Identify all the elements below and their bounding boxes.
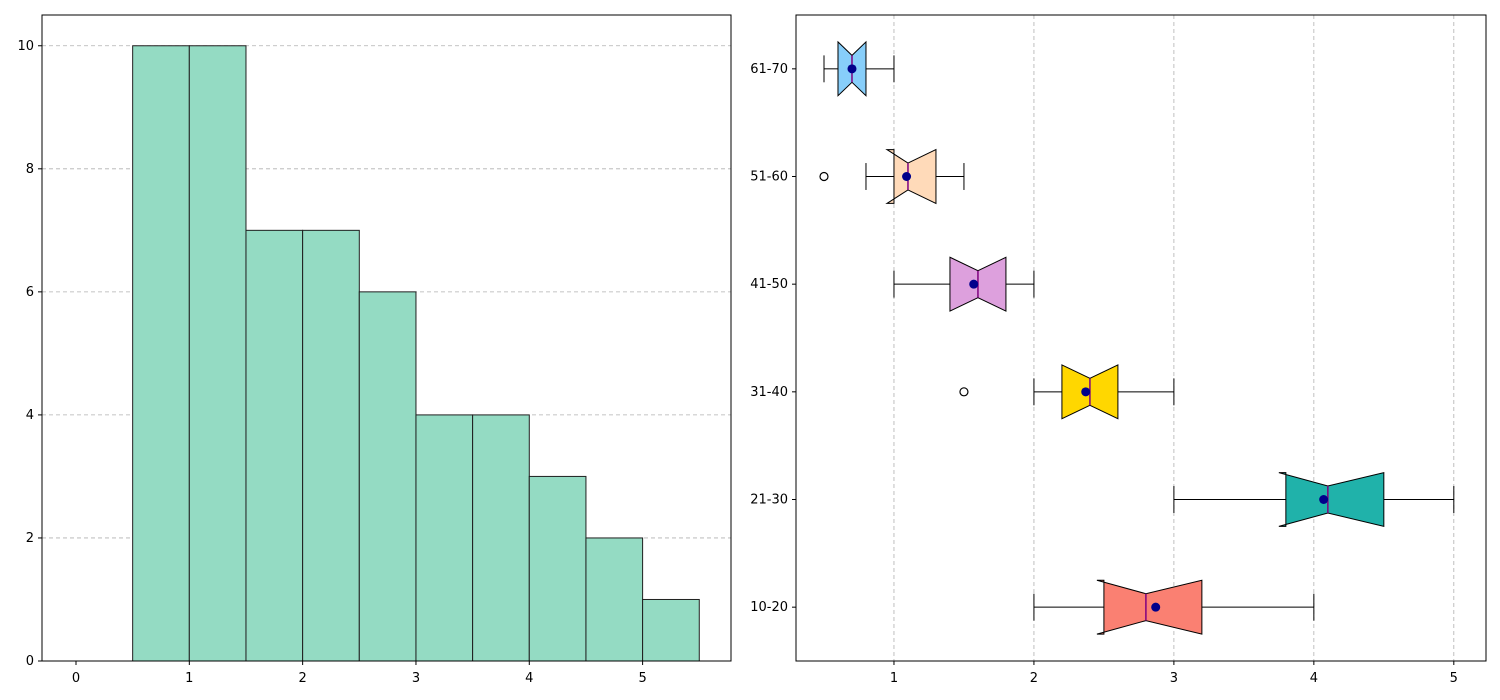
y-tick-label: 0 bbox=[26, 654, 34, 669]
y-tick-label: 51-60 bbox=[750, 170, 788, 185]
box-51-60 bbox=[885, 148, 937, 205]
histogram-chart: 0 2 4 6 8 10 0 1 2 3 4 5 bbox=[17, 14, 732, 686]
y-tick-label: 41-50 bbox=[750, 277, 788, 292]
mean-marker bbox=[902, 172, 912, 181]
box-10-20 bbox=[1096, 579, 1203, 635]
mean-marker bbox=[969, 279, 979, 289]
histogram-bar bbox=[642, 598, 700, 662]
y-tick-label: 10 bbox=[17, 39, 34, 54]
x-tick-label: 5 bbox=[1450, 671, 1458, 686]
histogram-bar bbox=[585, 537, 644, 662]
y-tick-label: 31-40 bbox=[750, 385, 788, 400]
y-tick-label: 2 bbox=[26, 531, 34, 546]
mean-marker bbox=[1081, 387, 1091, 397]
histogram-bar bbox=[132, 45, 190, 662]
y-tick-label: 8 bbox=[26, 162, 34, 177]
y-tick-label: 4 bbox=[26, 408, 34, 423]
histogram-bar bbox=[472, 414, 530, 662]
mean-marker bbox=[1151, 602, 1161, 612]
histogram-axes-frame bbox=[41, 14, 732, 662]
x-tick-label: 0 bbox=[72, 671, 80, 686]
x-tick-label: 3 bbox=[412, 671, 420, 686]
x-tick-label: 3 bbox=[1170, 671, 1178, 686]
histogram-bar bbox=[528, 475, 587, 662]
histogram-bar bbox=[302, 229, 360, 662]
histogram-bar bbox=[415, 414, 474, 662]
x-tick-label: 2 bbox=[1030, 671, 1038, 686]
x-tick-label: 4 bbox=[525, 671, 533, 686]
x-tick-label: 5 bbox=[638, 671, 646, 686]
histogram-bar bbox=[188, 45, 247, 662]
y-tick-label: 6 bbox=[26, 285, 34, 300]
boxplot-chart: 1 2 3 4 5 10-20 21-30 31-40 41-50 51-60 61-70 bbox=[750, 14, 1487, 686]
outlier-point bbox=[819, 171, 829, 182]
boxplot-axes-frame bbox=[795, 14, 1487, 662]
x-tick-label: 4 bbox=[1310, 671, 1318, 686]
y-tick-label: 10-20 bbox=[750, 600, 788, 615]
y-tick-label: 21-30 bbox=[750, 493, 788, 508]
box-21-30 bbox=[1278, 471, 1385, 528]
histogram-bar bbox=[358, 291, 417, 662]
mean-marker bbox=[847, 64, 857, 74]
x-tick-label: 2 bbox=[299, 671, 307, 686]
y-tick-label: 61-70 bbox=[750, 62, 788, 77]
histogram-bar bbox=[245, 229, 304, 662]
x-tick-label: 1 bbox=[890, 671, 898, 686]
outlier-point bbox=[959, 387, 969, 397]
x-tick-label: 1 bbox=[185, 671, 193, 686]
mean-marker bbox=[1319, 495, 1329, 504]
